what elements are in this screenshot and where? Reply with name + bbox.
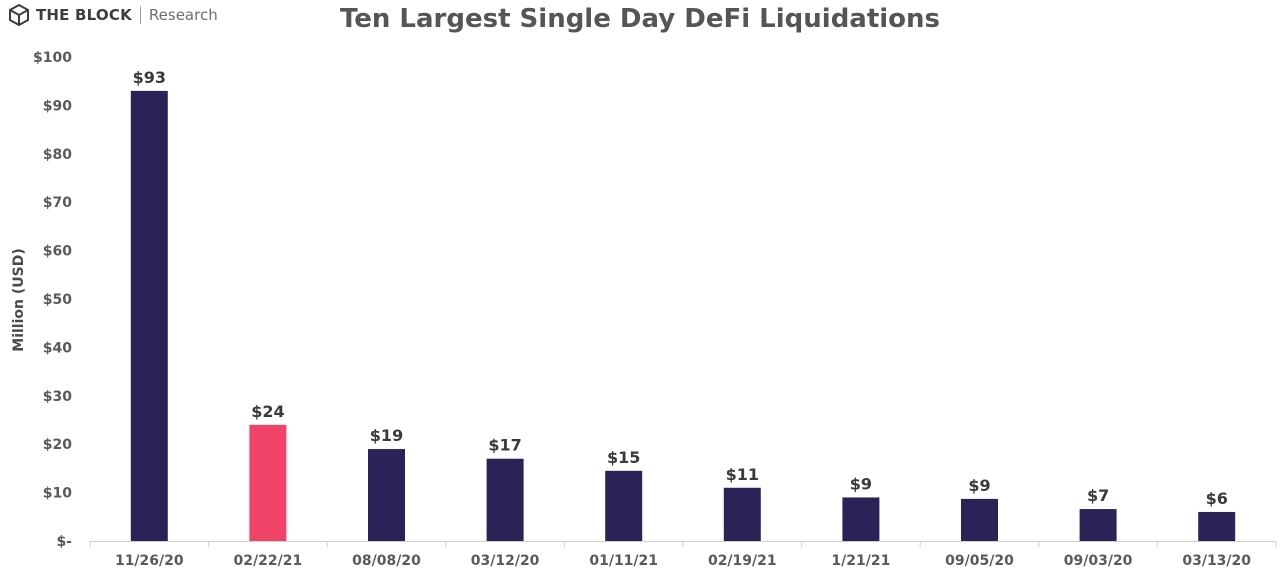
y-tick-label: $70 bbox=[43, 195, 72, 211]
y-axis-ticks: $- $10 $20 $30 $40 $50 $60 $70 $80 $90 $100 bbox=[33, 50, 72, 550]
x-tick-label: 02/19/21 bbox=[708, 553, 777, 569]
bar bbox=[368, 449, 405, 541]
x-tick-label: 08/08/20 bbox=[352, 553, 421, 569]
the-block-cube-icon bbox=[9, 4, 29, 26]
chart-title: Ten Largest Single Day DeFi Liquidations bbox=[339, 4, 941, 34]
bar-value-label: $11 bbox=[726, 465, 759, 484]
y-tick-label: $- bbox=[56, 534, 72, 550]
x-tick-label: 11/26/20 bbox=[115, 553, 184, 569]
y-tick-label: $90 bbox=[43, 98, 72, 114]
bar bbox=[961, 498, 998, 541]
bar bbox=[723, 487, 761, 541]
x-tick-label: 03/12/20 bbox=[471, 553, 540, 569]
bar-value-label: $9 bbox=[968, 476, 990, 495]
brand-subtitle: Research bbox=[148, 6, 218, 24]
bar bbox=[486, 458, 524, 541]
x-tick-label: 09/05/20 bbox=[945, 553, 1014, 569]
bar-value-label: $24 bbox=[251, 402, 284, 421]
x-tick-label: 03/13/20 bbox=[1182, 553, 1251, 569]
bar bbox=[130, 90, 168, 541]
y-tick-label: $40 bbox=[43, 340, 72, 356]
x-tick-label: 1/21/21 bbox=[831, 553, 890, 569]
y-tick-label: $20 bbox=[43, 437, 72, 453]
bar-value-label: $93 bbox=[133, 68, 166, 87]
bar bbox=[605, 470, 643, 541]
y-tick-label: $10 bbox=[43, 486, 72, 502]
x-tick-label: 01/11/21 bbox=[589, 553, 658, 569]
bar bbox=[1079, 509, 1117, 541]
y-tick-label: $30 bbox=[43, 389, 72, 405]
x-axis-ticks: 11/26/20 02/22/21 08/08/20 03/12/20 01/11/21… bbox=[89, 541, 1277, 569]
bars bbox=[130, 90, 1236, 541]
y-tick-label: $50 bbox=[43, 292, 72, 308]
brand-logo: THE BLOCK Research bbox=[8, 4, 218, 26]
data-labels: $93 $24 $19 $17 $15 $11 $9 $9 $7 $6 bbox=[133, 68, 1228, 508]
bar bbox=[842, 497, 880, 541]
bar-value-label: $15 bbox=[607, 448, 640, 467]
x-tick-label: 02/22/21 bbox=[234, 553, 303, 569]
brand-name: THE BLOCK bbox=[36, 6, 132, 24]
x-tick-label: 09/03/20 bbox=[1064, 553, 1133, 569]
bar-value-label: $19 bbox=[370, 426, 403, 445]
y-tick-label: $80 bbox=[43, 147, 72, 163]
bar bbox=[1198, 511, 1236, 541]
bar-value-label: $9 bbox=[850, 474, 872, 493]
bar-value-label: $7 bbox=[1087, 486, 1109, 505]
y-tick-label: $100 bbox=[33, 50, 72, 66]
brand-divider bbox=[139, 6, 141, 24]
bar bbox=[249, 424, 287, 541]
bar-value-label: $6 bbox=[1206, 489, 1228, 508]
bar-value-label: $17 bbox=[488, 436, 521, 455]
y-tick-label: $60 bbox=[43, 244, 72, 260]
